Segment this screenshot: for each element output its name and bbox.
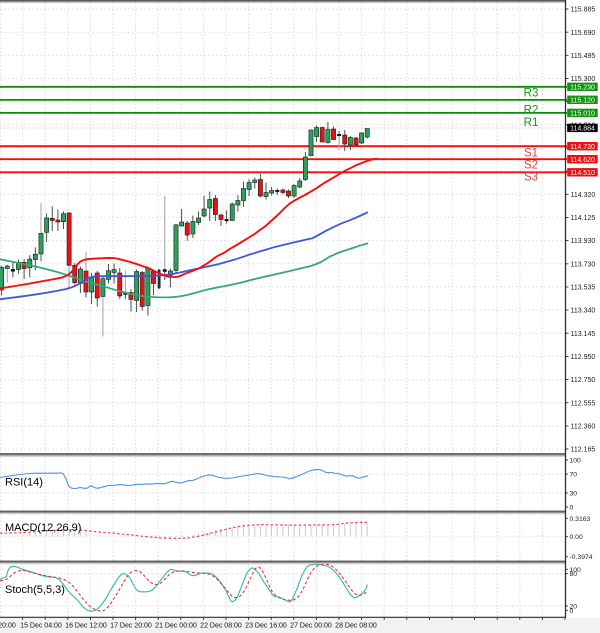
svg-text:114.730: 114.730	[570, 144, 595, 151]
svg-text:114.620: 114.620	[570, 157, 595, 164]
svg-text:114.884: 114.884	[570, 126, 595, 133]
svg-text:R2: R2	[524, 105, 539, 117]
svg-text:112.555: 112.555	[571, 400, 596, 407]
svg-text:100: 100	[570, 458, 582, 465]
svg-text:15 Dec 04:00: 15 Dec 04:00	[20, 623, 62, 630]
svg-text:115.300: 115.300	[571, 76, 596, 83]
svg-text:0: 0	[570, 505, 574, 512]
svg-text:28 Dec 08:00: 28 Dec 08:00	[335, 623, 377, 630]
svg-text:113.930: 113.930	[571, 238, 596, 245]
svg-text:23 Dec 16:00: 23 Dec 16:00	[245, 623, 287, 630]
svg-text:100: 100	[570, 567, 582, 574]
svg-text:114.510: 114.510	[570, 170, 595, 177]
svg-text:115.120: 115.120	[570, 98, 595, 105]
svg-text:113.145: 113.145	[571, 331, 596, 338]
svg-text:0.3163: 0.3163	[570, 516, 591, 523]
svg-text:70: 70	[570, 472, 578, 479]
svg-text:16 Dec 12:00: 16 Dec 12:00	[65, 623, 107, 630]
svg-text:115.010: 115.010	[570, 111, 595, 118]
svg-text:R1: R1	[524, 117, 539, 129]
svg-text:MACD(12,26,9): MACD(12,26,9)	[5, 522, 81, 534]
svg-text:S3: S3	[524, 171, 538, 183]
svg-text:112.750: 112.750	[571, 377, 596, 384]
svg-text:113.730: 113.730	[571, 261, 596, 268]
svg-text:113.535: 113.535	[571, 285, 596, 292]
svg-text:115.690: 115.690	[571, 30, 596, 37]
svg-text:114.320: 114.320	[571, 192, 596, 199]
svg-text:112.165: 112.165	[571, 447, 596, 454]
svg-text:115.230: 115.230	[570, 85, 595, 92]
svg-text:-0.3974: -0.3974	[570, 554, 593, 561]
svg-text:80: 80	[570, 571, 578, 578]
svg-text:112.950: 112.950	[571, 354, 596, 361]
svg-text:114.125: 114.125	[571, 215, 596, 222]
svg-text:22 Dec 08:00: 22 Dec 08:00	[200, 623, 242, 630]
svg-text:0: 0	[570, 608, 574, 615]
svg-text:112.360: 112.360	[571, 424, 596, 431]
svg-text:20: 20	[570, 604, 578, 611]
svg-text:S2: S2	[524, 159, 538, 171]
svg-text:17 Dec 20:00: 17 Dec 20:00	[110, 623, 152, 630]
svg-text:115.495: 115.495	[571, 53, 596, 60]
svg-text:113.340: 113.340	[571, 308, 596, 315]
svg-text:30: 30	[570, 490, 578, 497]
svg-text:27 Dec 00:00: 27 Dec 00:00	[290, 623, 332, 630]
svg-text:21 Dec 00:00: 21 Dec 00:00	[155, 623, 197, 630]
svg-text:20:00: 20:00	[0, 623, 16, 630]
svg-text:115.885: 115.885	[571, 7, 596, 14]
svg-text:S1: S1	[524, 147, 538, 159]
svg-text:RSI(14): RSI(14)	[5, 477, 43, 489]
svg-text:R3: R3	[524, 88, 539, 100]
svg-text:0.00: 0.00	[570, 534, 583, 541]
svg-text:Stoch(5,5,3): Stoch(5,5,3)	[5, 584, 65, 596]
